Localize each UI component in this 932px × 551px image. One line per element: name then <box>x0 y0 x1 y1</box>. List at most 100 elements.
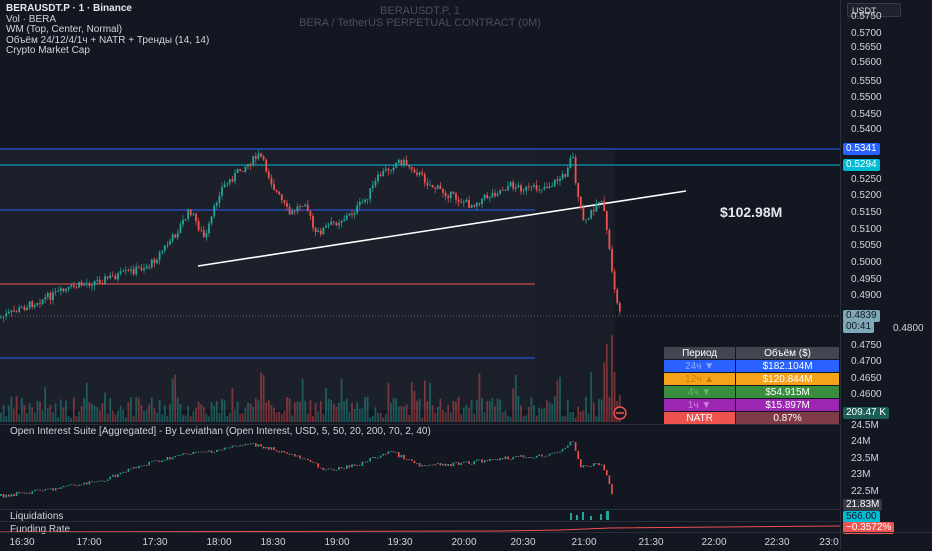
candle-body <box>616 289 619 304</box>
candle-body <box>551 185 554 187</box>
oi-candle <box>351 464 353 468</box>
oi-candle <box>590 466 592 467</box>
volume-bar <box>611 335 613 422</box>
volume-bar <box>257 400 260 422</box>
candle-body <box>236 169 239 173</box>
pane-divider[interactable] <box>0 521 840 522</box>
candle-body <box>338 222 340 226</box>
vol-indicator-line[interactable]: Vol · BERA <box>6 13 57 25</box>
oi-candle <box>70 484 72 486</box>
oi-candle <box>387 451 390 454</box>
candle-body <box>403 159 405 165</box>
candle-body <box>296 206 299 212</box>
candle-body <box>257 153 260 159</box>
oi-candle <box>424 465 426 466</box>
candle-body <box>31 301 34 308</box>
oi-candle <box>13 494 15 496</box>
oi-candle <box>486 460 488 462</box>
candle-body <box>475 203 478 207</box>
volume-bar <box>439 398 442 422</box>
candle-body <box>317 230 320 232</box>
volume-bar <box>218 413 221 422</box>
candle-body <box>158 252 161 260</box>
volume-bar <box>234 409 236 422</box>
market-cap-line[interactable]: Crypto Market Cap <box>6 45 90 56</box>
oi-candle <box>463 461 465 463</box>
symbol-line[interactable]: BERAUSDT.P · 1 · Binance <box>6 3 132 14</box>
candle-body <box>2 316 5 318</box>
volume-bar <box>85 382 88 422</box>
pane-divider[interactable] <box>0 424 840 425</box>
volume-bar <box>119 405 122 422</box>
volume-bar <box>551 403 554 422</box>
volume-bar <box>39 401 41 422</box>
candle-body <box>117 273 119 280</box>
time-axis[interactable]: 16:30 17:00 17:30 18:00 18:30 19:00 19:3… <box>0 532 932 551</box>
volume-indicator-line[interactable]: Объём 24/12/4/1ч + NATR + Тренды (14, 14… <box>6 34 210 46</box>
candle-body <box>208 223 210 234</box>
oi-candle <box>109 476 111 480</box>
oi-candle <box>65 486 67 487</box>
candle-body <box>293 210 296 212</box>
oi-tag: 21.83M <box>843 499 883 511</box>
vp-indicator-line[interactable]: WM (Top, Center, Normal) <box>6 24 123 35</box>
volume-bar <box>231 387 234 422</box>
oi-candle <box>67 485 70 486</box>
volume-bar <box>561 415 564 422</box>
oi-candle <box>117 474 119 478</box>
candle-body <box>23 307 26 311</box>
candle-body <box>244 166 247 172</box>
candle-body <box>301 206 304 207</box>
oi-tick: 24.5M <box>851 420 879 431</box>
volume-bar <box>262 374 265 422</box>
liquidations-title[interactable]: Liquidations <box>10 511 64 522</box>
volume-bar <box>182 414 184 422</box>
oi-candle <box>346 465 348 469</box>
price-axis[interactable]: USDT 0.5750 0.5700 0.5650 0.5600 0.5550 … <box>840 0 932 550</box>
oi-panel-title[interactable]: Open Interest Suite [Aggregated] - By Le… <box>10 426 431 437</box>
volume-bar <box>5 416 8 422</box>
volume-bar <box>306 413 309 422</box>
oi-candle <box>574 442 577 451</box>
candle-body <box>223 184 226 188</box>
oi-candle <box>301 458 304 460</box>
oi-candle <box>283 451 286 453</box>
oi-chart[interactable] <box>0 436 840 508</box>
currency-selector[interactable]: USDT <box>847 3 901 17</box>
candle-body <box>18 307 21 312</box>
price-tick: 0.4800 <box>893 323 924 334</box>
oi-candle <box>520 455 522 457</box>
candle-body <box>156 259 158 264</box>
legend: BERAUSDT.P · 1 · Binance Vol · BERA WM (… <box>6 3 210 57</box>
oi-candle <box>39 489 41 491</box>
volume-bar <box>174 374 177 422</box>
candle-body <box>444 192 447 196</box>
time-tick: 19:30 <box>387 537 413 548</box>
volume-bar <box>41 410 44 422</box>
pane-divider[interactable] <box>0 509 840 510</box>
candle-body <box>553 179 556 186</box>
time-tick: 17:30 <box>142 537 168 548</box>
candle-body <box>231 179 234 182</box>
volume-bar <box>140 405 143 422</box>
funding-rate-title[interactable]: Funding Rate <box>10 524 71 535</box>
price-chart[interactable]: BERAUSDT.P, 1 BERA / TetherUS PERPETUAL … <box>0 0 840 424</box>
volume-bar <box>421 417 424 422</box>
oi-candle <box>338 467 340 470</box>
funding-chart <box>0 525 840 533</box>
candle-body <box>98 279 101 284</box>
oi-candle <box>385 453 387 455</box>
candle-body <box>491 192 494 197</box>
volume-bar <box>527 407 530 422</box>
candle-body <box>91 285 93 287</box>
oi-candle <box>517 456 520 457</box>
oi-candle <box>444 463 447 466</box>
volume-bar <box>312 415 314 422</box>
oi-candle <box>327 468 330 470</box>
price-tick: 0.4900 <box>851 290 882 301</box>
candle-body <box>325 225 327 228</box>
oi-candle <box>184 453 187 455</box>
oi-candle <box>49 488 52 490</box>
oi-candle <box>455 462 457 464</box>
volume-bar <box>603 362 606 422</box>
